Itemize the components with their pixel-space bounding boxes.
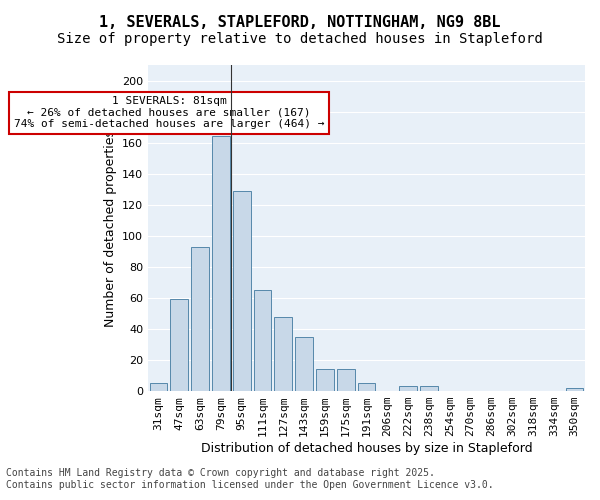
Bar <box>274 316 292 391</box>
Bar <box>149 384 167 391</box>
Bar <box>337 370 355 391</box>
Bar <box>358 384 376 391</box>
Bar <box>191 246 209 391</box>
Bar <box>233 191 251 391</box>
Bar <box>316 370 334 391</box>
Y-axis label: Number of detached properties: Number of detached properties <box>104 130 116 326</box>
Bar <box>420 386 438 391</box>
X-axis label: Distribution of detached houses by size in Stapleford: Distribution of detached houses by size … <box>201 442 532 455</box>
Bar <box>400 386 417 391</box>
Bar <box>170 300 188 391</box>
Bar <box>254 290 271 391</box>
Text: Contains HM Land Registry data © Crown copyright and database right 2025.
Contai: Contains HM Land Registry data © Crown c… <box>6 468 494 490</box>
Bar <box>212 136 230 391</box>
Bar <box>295 336 313 391</box>
Text: 1 SEVERALS: 81sqm
← 26% of detached houses are smaller (167)
74% of semi-detache: 1 SEVERALS: 81sqm ← 26% of detached hous… <box>14 96 324 130</box>
Bar <box>566 388 583 391</box>
Text: Size of property relative to detached houses in Stapleford: Size of property relative to detached ho… <box>57 32 543 46</box>
Text: 1, SEVERALS, STAPLEFORD, NOTTINGHAM, NG9 8BL: 1, SEVERALS, STAPLEFORD, NOTTINGHAM, NG9… <box>99 15 501 30</box>
